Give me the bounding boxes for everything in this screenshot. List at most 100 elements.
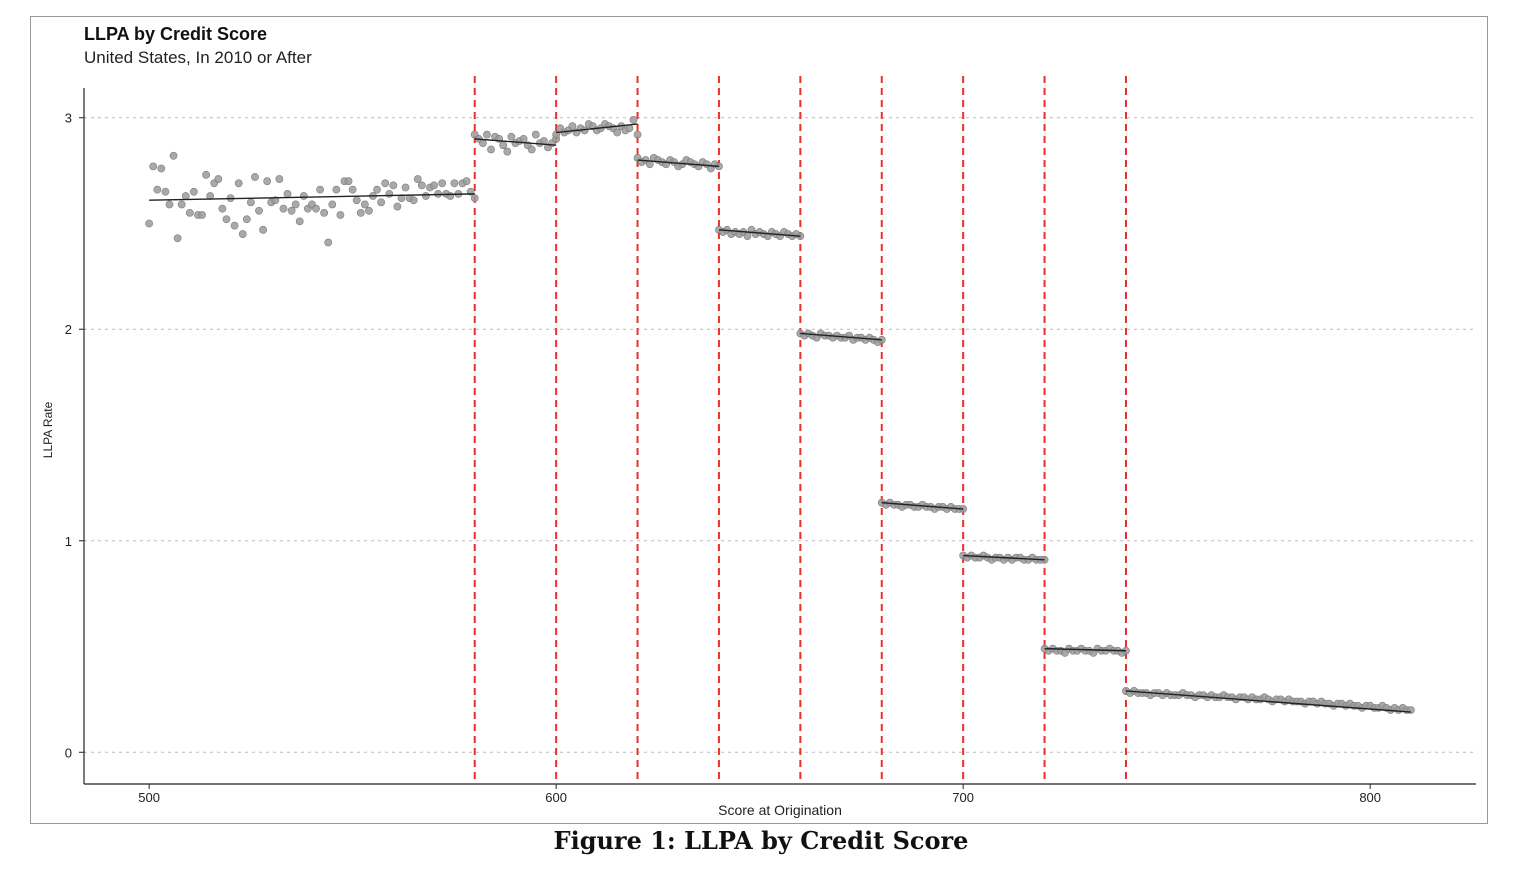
fit-lines [149,123,1411,713]
figure-caption: Figure 1: LLPA by Credit Score [553,826,969,855]
data-point [287,206,296,215]
data-point [507,132,516,141]
data-point [470,194,479,203]
x-tick-label: 700 [952,790,974,805]
data-point [397,194,406,203]
data-point [149,162,158,171]
data-point [279,204,288,213]
data-point [153,185,162,194]
data-point [613,128,622,137]
grid-lines [84,117,1476,753]
data-point [389,181,398,190]
data-point [328,200,337,209]
data-point [356,209,365,217]
fit-line [149,193,475,201]
x-tick-label: 600 [545,790,567,805]
data-point [409,196,418,205]
data-point [462,177,471,186]
fit-line [1125,690,1411,713]
data-point [360,200,369,209]
x-axis-label: Score at Origination [718,802,842,818]
data-point [483,130,491,139]
data-point [202,170,211,179]
data-point [259,225,267,234]
y-axis-label: LLPA Rate [41,401,55,458]
fit-line [881,501,964,510]
data-point [299,192,308,200]
data-point [629,115,638,124]
data-point [145,219,154,228]
chart-subtitle: United States, In 2010 or After [84,48,312,67]
data-point [401,183,410,192]
data-point [527,145,536,154]
data-point [177,200,186,209]
data-point [316,185,324,194]
data-point [255,206,263,215]
data-point [393,202,402,211]
fit-line [1044,647,1126,652]
data-point [743,232,752,241]
data-point [165,200,174,209]
data-point [633,130,642,139]
fit-line [800,332,882,341]
chart-title: LLPA by Credit Score [84,24,267,44]
data-point [413,175,422,183]
x-tick-label: 500 [138,790,160,805]
data-point [161,187,170,196]
data-point [185,209,194,217]
data-point [246,198,255,207]
data-point [324,238,333,247]
fit-line [718,229,801,237]
data-point [242,215,251,224]
data-point [218,204,227,213]
data-point [320,209,329,217]
data-point [381,179,390,188]
data-point [283,189,292,198]
fit-line [963,554,1045,561]
data-point [332,185,341,194]
data-point [295,217,304,226]
data-point [234,179,243,188]
data-point [478,139,487,148]
data-point [238,230,247,238]
data-point [189,187,198,196]
data-point [348,185,357,194]
data-point [263,177,272,186]
fit-line [474,138,557,146]
data-point [173,234,182,243]
data-point [568,122,577,131]
data-point [438,179,447,188]
data-point [222,215,231,224]
data-point [365,206,373,215]
data-point [421,192,430,200]
axes: 0 1 2 3 500 600 700 800 [65,88,1476,805]
data-point [417,181,426,190]
data-point [487,145,495,154]
data-point [312,204,320,213]
y-tick-label: 3 [65,111,72,126]
y-tick-label: 0 [65,745,72,760]
data-point [169,151,178,160]
fit-line [556,123,638,134]
data-point [499,141,508,150]
data-point [385,189,394,198]
data-point [275,175,284,183]
cutoff-lines [473,76,1127,784]
data-point [503,147,512,156]
data-point [198,211,206,219]
data-point [430,181,438,190]
data-point [352,196,361,205]
data-point [214,175,223,183]
fit-line [637,159,720,168]
data-point [181,192,190,200]
data-point [519,134,528,143]
y-tick-label: 1 [65,534,72,549]
data-point [344,177,353,186]
y-tick-label: 2 [65,322,72,337]
chart-frame [30,16,1488,824]
data-point [377,198,386,207]
data-point [531,130,540,139]
data-point [157,164,166,173]
data-point [450,179,459,188]
